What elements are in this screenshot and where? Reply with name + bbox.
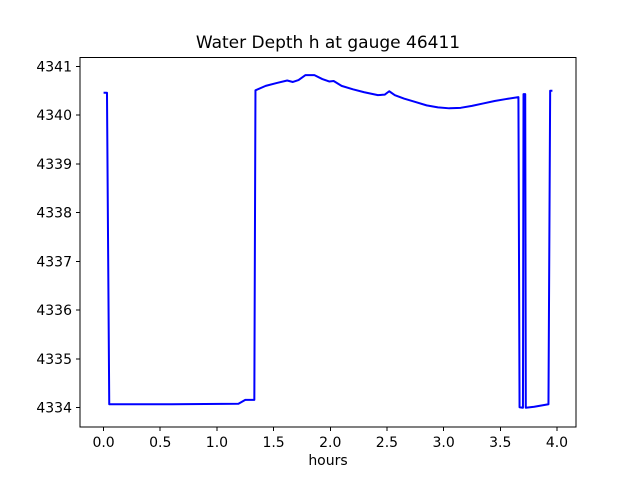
y-tick-label: 4334 — [36, 401, 72, 417]
y-tick-label: 4335 — [36, 352, 72, 368]
x-tick-label: 0.0 — [92, 435, 114, 451]
y-tick-label: 4339 — [36, 157, 72, 173]
x-tick-label: 2.0 — [319, 435, 341, 451]
chart-title: Water Depth h at gauge 46411 — [196, 33, 460, 53]
x-tick-label: 1.5 — [262, 435, 284, 451]
y-tick-label: 4336 — [36, 303, 72, 319]
x-tick-label: 2.5 — [376, 435, 398, 451]
x-tick-label: 4.0 — [546, 435, 568, 451]
x-tick-label: 0.5 — [149, 435, 171, 451]
x-tick-label: 3.0 — [432, 435, 454, 451]
x-axis-label: hours — [308, 453, 347, 469]
x-tick-label: 3.5 — [489, 435, 511, 451]
y-tick-label: 4340 — [36, 108, 72, 124]
y-tick-label: 4337 — [36, 254, 72, 270]
y-axis-ticks: 4334 4335 4336 4337 4338 4339 4340 4341 — [36, 59, 80, 417]
water-depth-line — [103, 74, 553, 409]
x-axis-ticks: 0.0 0.5 1.0 1.5 2.0 2.5 3.0 3.5 4.0 — [92, 427, 568, 451]
axes-box — [79, 57, 577, 428]
y-tick-label: 4338 — [36, 206, 72, 222]
x-tick-label: 1.0 — [206, 435, 228, 451]
y-tick-label: 4341 — [36, 59, 72, 75]
